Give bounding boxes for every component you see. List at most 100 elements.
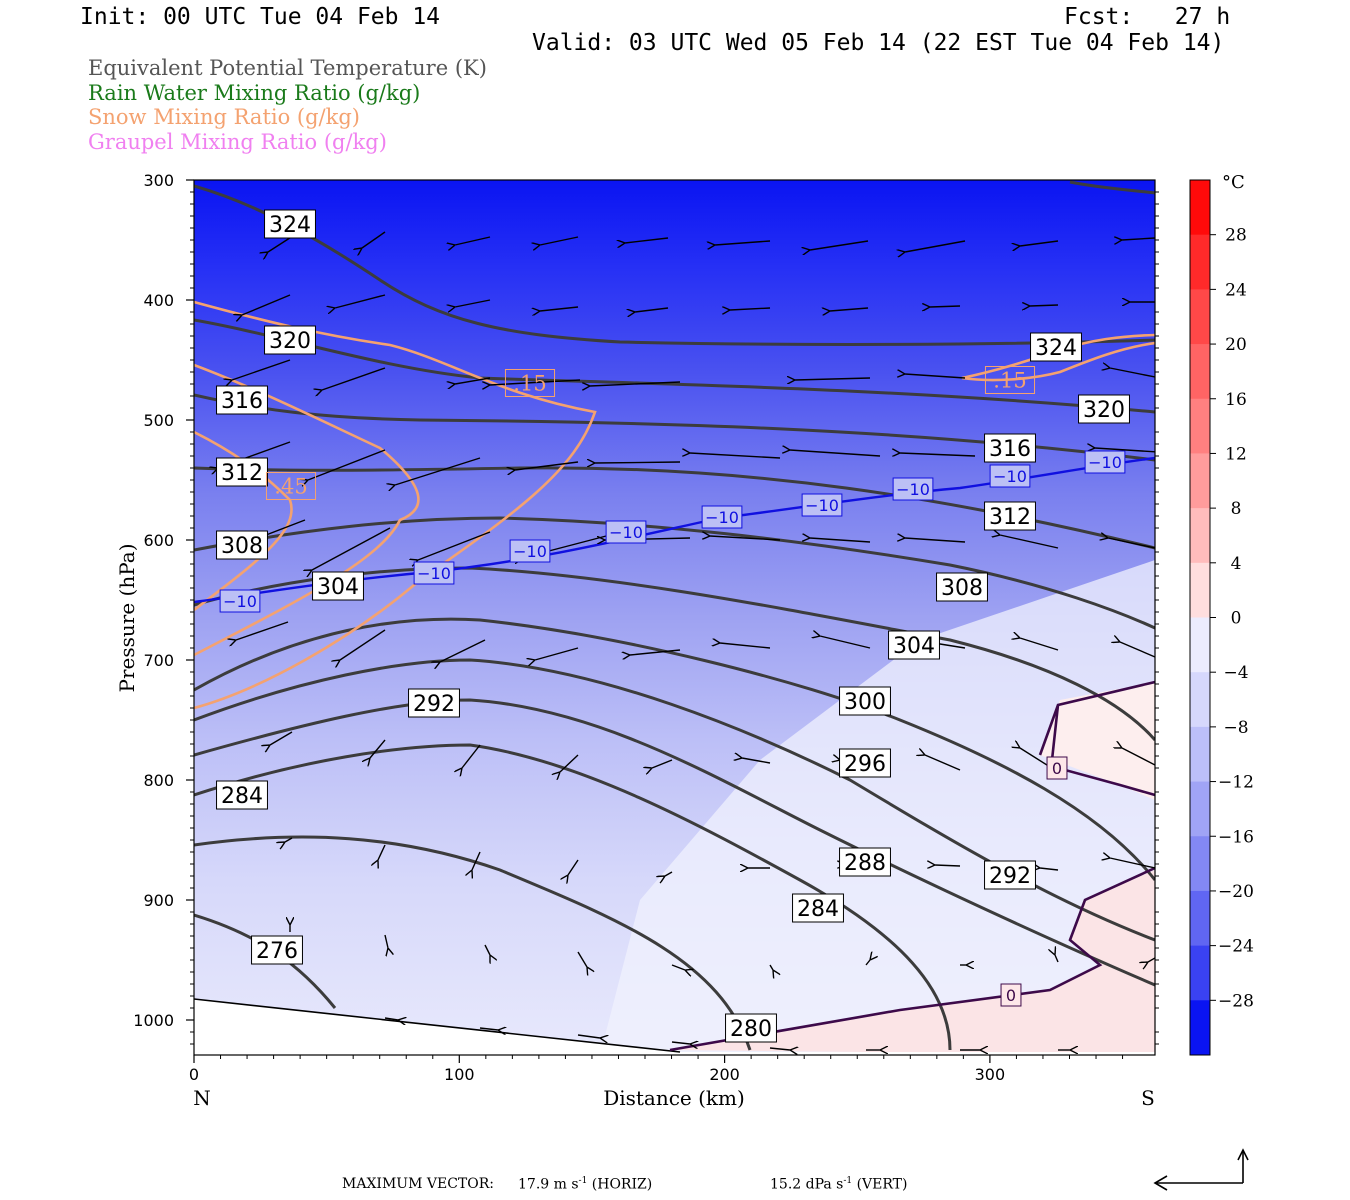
svg-text:−10: −10 [417,564,451,583]
colorbar-swatch [1190,562,1210,618]
svg-text:284: 284 [221,784,263,809]
colorbar-tick-label: −8 [1223,718,1248,738]
wind-vector [1030,305,1059,306]
colorbar-swatch [1190,890,1210,947]
svg-text:288: 288 [844,851,886,876]
x-tick-label: 200 [709,1065,740,1084]
theta-e-label: 296 [839,748,891,778]
colorbar-tick-label: 20 [1225,335,1247,355]
wind-vector [1108,538,1155,549]
wind-vector [1055,955,1059,963]
svg-text:0: 0 [1052,759,1062,778]
wind-vector [905,538,966,543]
wind-vector [384,934,388,948]
svg-text:.15: .15 [993,369,1026,393]
wind-vector [935,865,961,866]
colorbar-tick-label: −12 [1218,773,1254,793]
max-vector-label: MAXIMUM VECTOR: [342,1176,494,1192]
wind-vector [577,951,587,967]
y-tick-label: 300 [143,171,174,190]
wind-vector [270,731,293,745]
wind-vector [455,236,491,245]
theta-e-label: 284 [216,780,268,810]
svg-text:324: 324 [269,213,311,238]
wind-vector [905,240,966,252]
wind-vector [652,759,673,768]
y-tick-label: 500 [143,411,174,430]
svg-text:316: 316 [989,437,1031,462]
theta-e-label: 324 [1030,332,1082,362]
wind-vector [370,739,386,758]
wind-vector [830,308,869,311]
wind-vector [540,236,579,245]
x-tick-label: 300 [975,1065,1006,1084]
wind-vector [730,308,771,310]
svg-text:280: 280 [730,1017,772,1042]
legend-graupel: Graupel Mixing Ratio (g/kg) [88,130,387,154]
svg-text:308: 308 [221,534,263,559]
legend-theta-e: Equivalent Potential Temperature (K) [88,56,487,80]
svg-text:−10: −10 [896,480,930,499]
svg-text:−10: −10 [705,508,739,527]
svg-text:−10: −10 [993,467,1027,486]
y-tick-label: 800 [143,771,174,790]
theta-e-label: 292 [408,688,460,718]
colorbar-swatch [1190,781,1210,837]
svg-text:304: 304 [317,575,359,600]
wind-vector [820,636,871,649]
colorbar-swatch [1190,180,1210,236]
snow-label: .15 [504,369,556,397]
contour-labels: 324 320 316 312 308 304 292 284 276 300 296 288 280 3… [216,209,1130,1043]
zero-label: 0 [1046,756,1068,780]
colorbar-tick-label: 24 [1225,280,1247,300]
wind-vector [665,871,673,876]
colorbar-tick-label: 12 [1225,444,1247,464]
svg-text:324: 324 [1035,336,1077,361]
wind-vector [484,944,490,955]
svg-text:308: 308 [941,576,983,601]
theta-e-label: 304 [312,571,364,601]
max-vector-vert: 15.2 dPa s-1 (VERT) [770,1176,908,1193]
colorbar-swatch [1190,836,1210,892]
colorbar: 28 24 20 16 12 8 4 0 −4 −8 −12 −16 −20 −24 −28 [1189,179,1254,1056]
wind-vector [1020,240,1059,246]
wind-vector [384,1018,398,1020]
wind-vector [1110,858,1155,869]
wind-vector [630,649,681,655]
svg-text:276: 276 [256,939,298,964]
theta-e-label: 304 [888,630,940,660]
isotherm-label: −10 [989,464,1031,488]
wind-vector [455,377,491,384]
svg-text:−10: −10 [223,592,257,611]
colorbar-unit: °C [1222,172,1245,193]
above-freezing-region-lower [670,870,1155,1055]
theta-e-label: 300 [839,686,891,716]
wind-vector [742,758,771,764]
colorbar-swatch [1190,344,1210,400]
colorbar-tick-label: −28 [1218,991,1254,1011]
y-tick-label: 900 [143,891,174,910]
wind-vector [715,240,771,245]
wind-vector [340,629,386,660]
svg-text:296: 296 [844,752,886,777]
y-tick-label: 600 [143,531,174,550]
wind-vector [285,837,293,842]
wind-vector [242,294,291,315]
wind-vector [312,527,391,570]
colorbar-tick-label: −4 [1223,663,1248,683]
legend-rain: Rain Water Mixing Ratio (g/kg) [88,81,421,105]
svg-text:300: 300 [844,690,886,715]
max-vector-horiz: 17.9 m s-1 (HORIZ) [518,1176,653,1193]
forecast-hour: Fcst: 27 h [1064,4,1231,30]
theta-e-label: 320 [264,325,316,355]
x-axis-label: Distance (km) [603,1086,745,1110]
wind-vector [322,367,386,390]
svg-text:320: 320 [269,329,311,354]
reference-vector-icon [1153,1148,1249,1191]
wind-vector [472,851,481,870]
colorbar-tick-label: −20 [1218,882,1254,902]
init-time: Init: 00 UTC Tue 04 Feb 14 [80,4,441,30]
wind-vector [790,450,881,457]
wind-vector [455,299,491,307]
colorbar-swatch [1190,672,1210,728]
